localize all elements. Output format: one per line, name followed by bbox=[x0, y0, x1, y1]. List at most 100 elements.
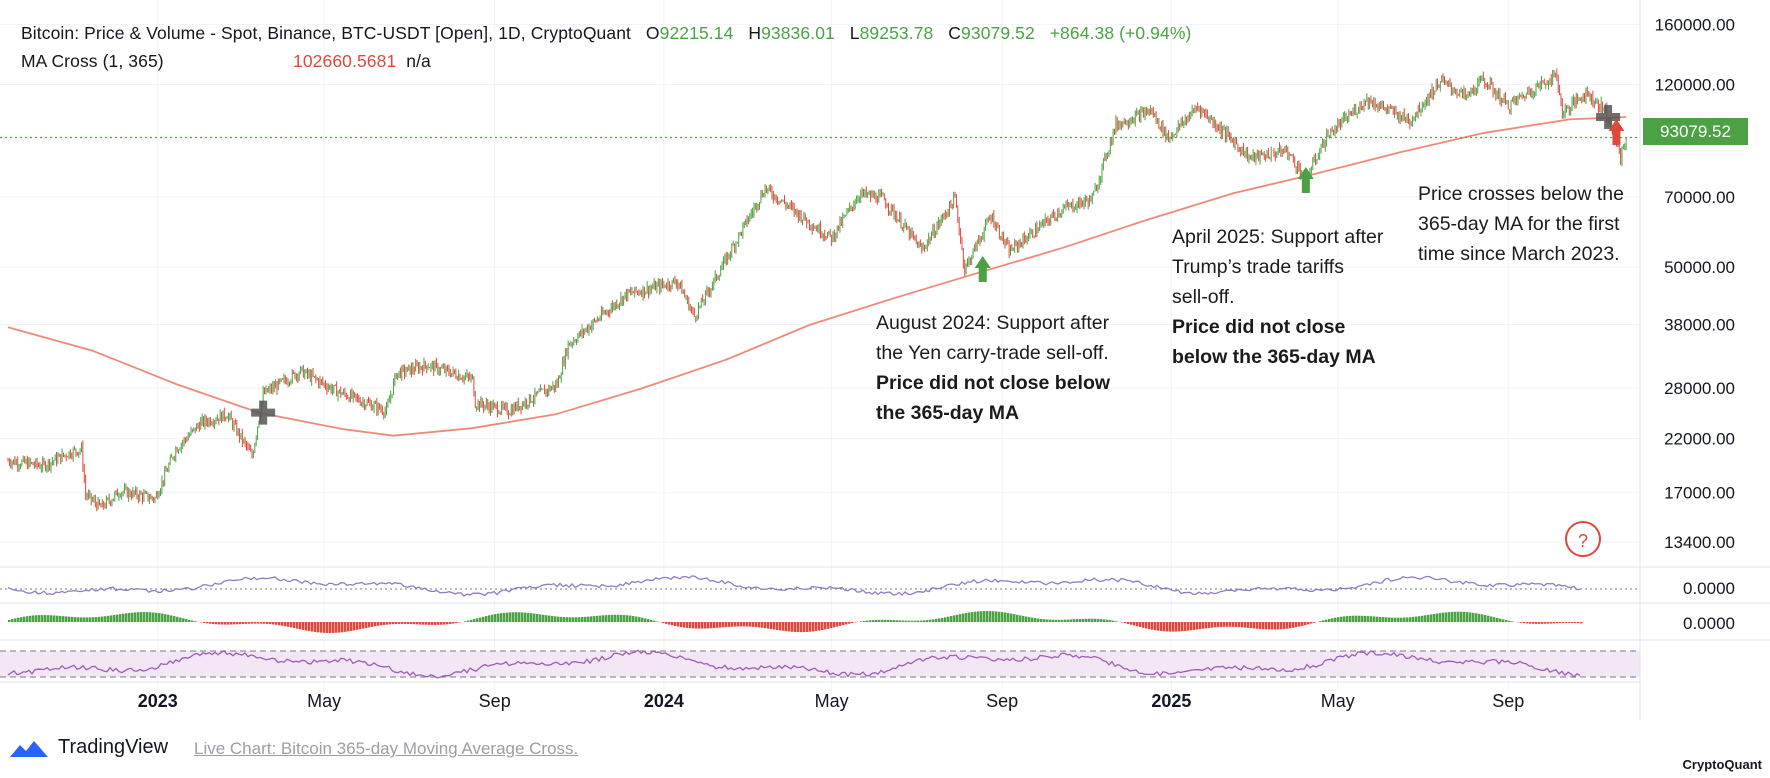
y-tick-label: 28000.00 bbox=[1664, 379, 1735, 398]
close-label: C bbox=[948, 23, 962, 43]
histogram-bar bbox=[212, 622, 215, 625]
histogram-bar bbox=[509, 612, 512, 622]
y-tick-label: 22000.00 bbox=[1664, 430, 1735, 449]
histogram-bar bbox=[152, 612, 155, 622]
histogram-bar bbox=[671, 622, 674, 626]
histogram-bar bbox=[695, 622, 698, 629]
low-label: L bbox=[849, 23, 860, 43]
histogram-bar bbox=[1448, 612, 1451, 622]
histogram-bar bbox=[1238, 622, 1241, 628]
y-tick-label: 13400.00 bbox=[1664, 533, 1735, 552]
close-value: 93079.52 bbox=[961, 23, 1035, 43]
histogram-bar bbox=[590, 616, 593, 622]
histogram-bar bbox=[332, 622, 335, 633]
histogram-bar bbox=[350, 622, 353, 631]
histogram-bar bbox=[800, 622, 803, 633]
histogram-bar bbox=[134, 612, 137, 622]
histogram-bar bbox=[1199, 622, 1202, 630]
histogram-bar bbox=[1001, 612, 1004, 622]
histogram-bar bbox=[1175, 622, 1178, 632]
histogram-bar bbox=[1115, 621, 1118, 622]
histogram-bar bbox=[1367, 616, 1370, 622]
ma-365-line bbox=[7, 116, 1627, 437]
annotation-aug-line1: August 2024: Support after bbox=[876, 312, 1110, 334]
histogram-bar bbox=[1121, 622, 1124, 623]
histogram-bar bbox=[1046, 619, 1049, 622]
histogram-bar bbox=[1508, 620, 1511, 622]
histogram-bar bbox=[608, 614, 611, 622]
histogram-bar bbox=[1469, 612, 1472, 622]
histogram-bar bbox=[1475, 613, 1478, 622]
histogram-bar bbox=[161, 613, 164, 622]
histogram-bar bbox=[515, 612, 518, 622]
histogram-bar bbox=[572, 617, 575, 622]
histogram-bar bbox=[938, 618, 941, 622]
histogram-bar bbox=[1562, 622, 1565, 624]
histogram-bar bbox=[902, 620, 905, 622]
histogram-bar bbox=[536, 613, 539, 622]
annotation-aug-bold1: Price did not close below bbox=[876, 372, 1111, 394]
histogram-bar bbox=[62, 616, 65, 622]
histogram-bar bbox=[122, 613, 125, 622]
histogram-bar bbox=[467, 620, 470, 622]
histogram-bar bbox=[1559, 622, 1562, 624]
histogram-bar bbox=[347, 622, 350, 632]
histogram-bar bbox=[1460, 611, 1463, 622]
histogram-bar bbox=[1088, 618, 1091, 622]
y-tick-label: 120000.00 bbox=[1655, 75, 1735, 94]
histogram-bar bbox=[848, 622, 851, 624]
histogram-bar bbox=[146, 612, 149, 622]
histogram-bar bbox=[656, 621, 659, 622]
histogram-bar bbox=[1442, 612, 1445, 622]
histogram-bar bbox=[662, 622, 665, 624]
histogram-bar bbox=[455, 622, 458, 624]
x-tick-label: 2025 bbox=[1151, 691, 1191, 711]
histogram-bar bbox=[1262, 622, 1265, 630]
histogram-bar bbox=[191, 620, 194, 622]
histogram-bar bbox=[311, 622, 314, 632]
histogram-bar bbox=[452, 622, 455, 624]
histogram-bar bbox=[128, 612, 131, 622]
histogram-bar bbox=[281, 622, 284, 626]
histogram-bar bbox=[686, 622, 689, 628]
histogram-bar bbox=[1298, 622, 1301, 627]
histogram-bar bbox=[815, 622, 818, 632]
histogram-bar bbox=[548, 615, 551, 622]
indicator-name: MA Cross (1, 365) bbox=[21, 51, 164, 71]
histogram-bar bbox=[1349, 615, 1352, 622]
histogram-bar bbox=[92, 617, 95, 622]
histogram-bar bbox=[863, 620, 866, 622]
histogram-bar bbox=[1457, 611, 1460, 622]
live-chart-link[interactable]: Live Chart: Bitcoin 365-day Moving Avera… bbox=[194, 739, 579, 758]
histogram-bar bbox=[620, 614, 623, 622]
histogram-bar bbox=[962, 613, 965, 622]
histogram-bar bbox=[125, 613, 128, 622]
histogram-bar bbox=[1565, 622, 1568, 623]
histogram-bar bbox=[920, 620, 923, 622]
histogram-bar bbox=[287, 622, 290, 627]
histogram-bar bbox=[650, 619, 653, 622]
histogram-bar bbox=[1430, 614, 1433, 622]
histogram-bar bbox=[65, 616, 68, 622]
histogram-bar bbox=[1403, 617, 1406, 622]
help-button[interactable]: ? bbox=[1565, 521, 1601, 557]
histogram-bar bbox=[1106, 619, 1109, 622]
histogram-bar bbox=[944, 617, 947, 622]
histogram-bar bbox=[983, 611, 986, 622]
histogram-bar bbox=[239, 622, 242, 625]
histogram-bar bbox=[35, 615, 38, 622]
histogram-bar bbox=[323, 622, 326, 633]
histogram-bar bbox=[1454, 611, 1457, 622]
histogram-bar bbox=[905, 620, 908, 622]
annotation-aug-2024: August 2024: Support after the Yen carry… bbox=[876, 308, 1110, 428]
tradingview-logo[interactable]: TradingView bbox=[8, 736, 168, 759]
histogram-bar bbox=[884, 619, 887, 622]
histogram-bar bbox=[353, 622, 356, 631]
histogram-bar bbox=[1223, 622, 1226, 627]
histogram-bar bbox=[1196, 622, 1199, 630]
histogram-bar bbox=[932, 619, 935, 622]
histogram-bar bbox=[413, 622, 416, 625]
histogram-bar bbox=[1094, 618, 1097, 622]
histogram-bar bbox=[1202, 622, 1205, 629]
